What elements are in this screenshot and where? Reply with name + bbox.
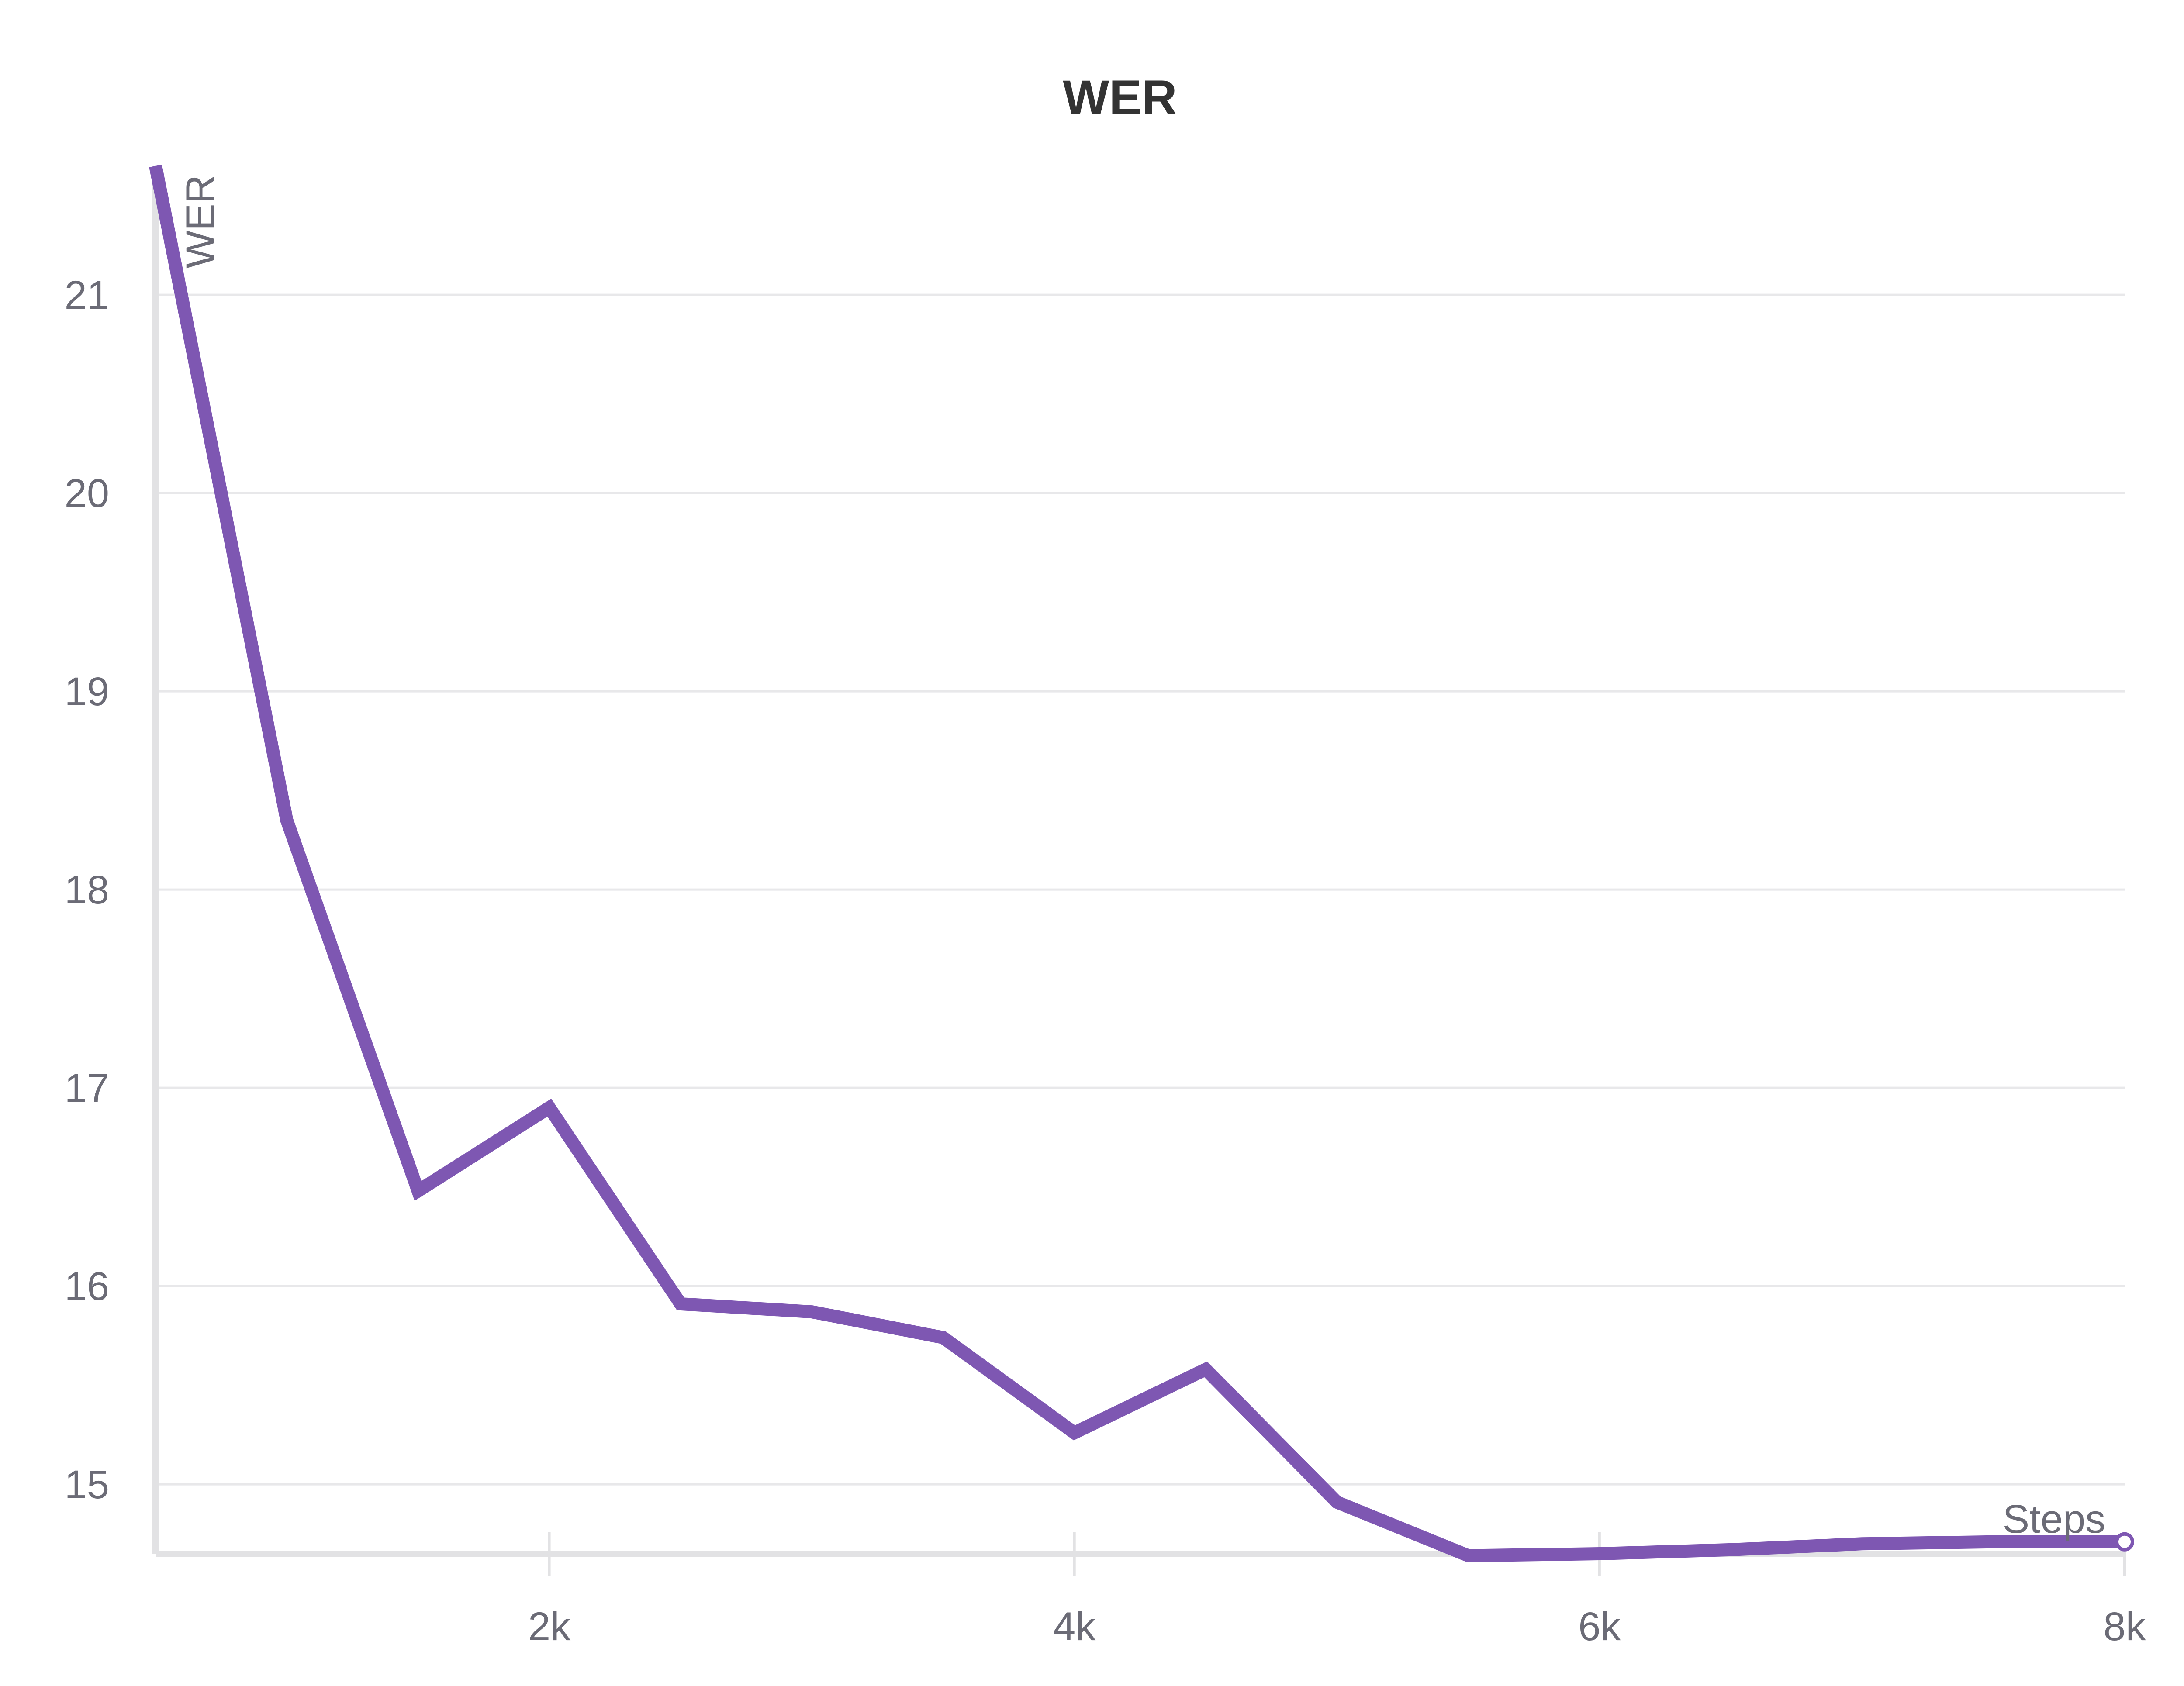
data-point-10 xyxy=(1468,1555,1469,1556)
y-tick-label-0: 15 xyxy=(65,1462,109,1507)
y-tick-label-6: 21 xyxy=(65,273,109,317)
chart-title: WER xyxy=(1063,70,1177,125)
axes xyxy=(152,166,2126,1576)
x-tick-label-3: 8k xyxy=(2103,1604,2146,1649)
x-tick-label-2: 6k xyxy=(1578,1604,1621,1649)
grid-lines xyxy=(156,293,2125,1486)
y-tick-label-4: 19 xyxy=(65,669,109,714)
series-line-0 xyxy=(149,165,2125,1562)
y-tick-label-5: 20 xyxy=(65,471,109,516)
x-tick-label-1: 4k xyxy=(1053,1604,1096,1649)
data-point-14 xyxy=(1993,1541,1994,1542)
data-point-15 xyxy=(2115,1532,2134,1552)
x-tick-label-0: 2k xyxy=(528,1604,571,1649)
y-tick-label-3: 18 xyxy=(65,868,109,912)
y-tick-label-1: 16 xyxy=(65,1264,109,1309)
series-layer xyxy=(149,165,2134,1562)
y-tick-label-2: 17 xyxy=(65,1066,109,1110)
tick-labels: 15 16 17 18 19 20 21 2k 4k 6k 8k xyxy=(65,273,2146,1649)
x-axis-label: Steps xyxy=(2003,1497,2105,1541)
y-axis-label: WER xyxy=(178,175,223,269)
